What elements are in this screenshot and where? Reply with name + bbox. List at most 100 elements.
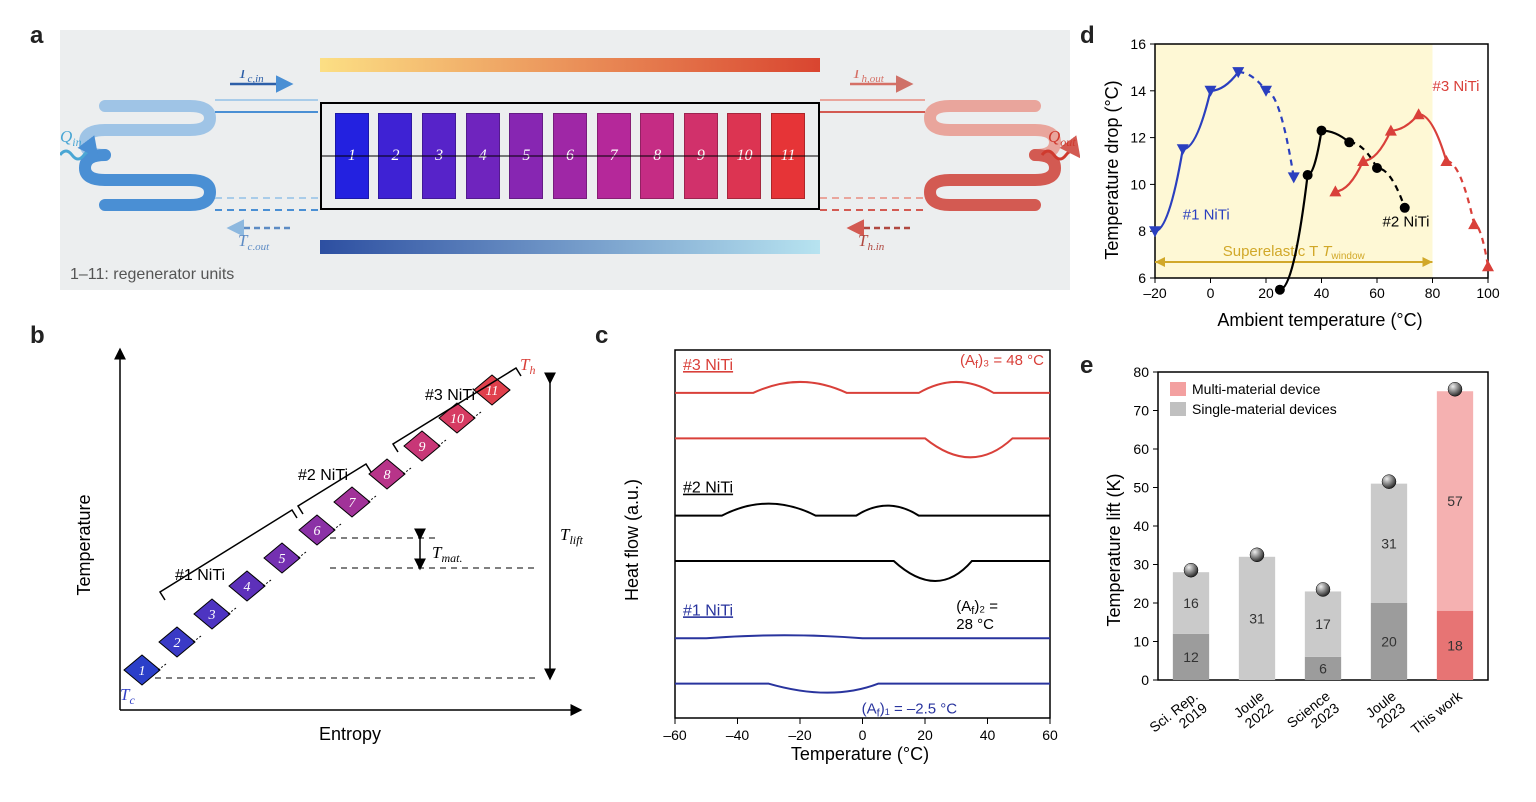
panel-a-label: a	[30, 22, 43, 50]
svg-text:Joule2023: Joule2023	[1363, 688, 1409, 733]
svg-text:–20: –20	[788, 727, 812, 743]
svg-text:30: 30	[1133, 557, 1149, 573]
svg-text:20: 20	[1133, 595, 1149, 611]
svg-text:Joule2022: Joule2022	[1231, 688, 1277, 733]
svg-text:1: 1	[139, 664, 146, 679]
hot-side-pipes: Qout Th,out Th,in	[820, 70, 1080, 250]
svg-text:50: 50	[1133, 480, 1149, 496]
svg-text:12: 12	[1183, 649, 1199, 665]
svg-text:8: 8	[1138, 223, 1146, 239]
svg-text:20: 20	[1258, 285, 1274, 301]
svg-text:100: 100	[1476, 285, 1500, 301]
regen-centerline	[320, 102, 820, 210]
svg-text:–60: –60	[663, 727, 687, 743]
panel-b-label: b	[30, 322, 45, 350]
svg-text:7: 7	[349, 496, 357, 511]
svg-text:60: 60	[1369, 285, 1385, 301]
svg-text:Th: Th	[520, 355, 535, 377]
tlift-sub: lift	[569, 533, 583, 547]
svg-text:57: 57	[1447, 493, 1463, 509]
panel-c-xlabel: Temperature (°C)	[791, 744, 929, 764]
svg-text:Multi-material device: Multi-material device	[1192, 381, 1321, 397]
panel-b-ts-diagram: Temperature Entropy Tc 1234567891011 #1 …	[60, 330, 600, 770]
svg-text:60: 60	[1133, 441, 1149, 457]
qout-t: Q	[1048, 127, 1060, 146]
svg-text:40: 40	[1133, 518, 1149, 534]
svg-text:8: 8	[384, 468, 391, 483]
svg-text:31: 31	[1381, 535, 1397, 551]
svg-text:40: 40	[1314, 285, 1330, 301]
panel-d-tempdrop-chart: –200204060801006810121416Superelastic T …	[1100, 30, 1500, 330]
svg-text:Tc: Tc	[120, 685, 135, 707]
svg-text:Tc,out: Tc,out	[238, 231, 270, 250]
svg-text:31: 31	[1249, 610, 1265, 626]
group3-label: #3 NiTi	[425, 387, 475, 404]
svg-text:(Af)₂ =: (Af)₂ =	[956, 598, 998, 617]
svg-text:80: 80	[1425, 285, 1441, 301]
panel-c-label: c	[595, 322, 608, 350]
svg-text:5: 5	[279, 552, 286, 567]
svg-text:20: 20	[917, 727, 933, 743]
panel-e-label: e	[1080, 352, 1093, 380]
svg-text:0: 0	[859, 727, 867, 743]
panel-d-xlabel: Ambient temperature (°C)	[1217, 310, 1422, 330]
svg-text:#3 NiTi: #3 NiTi	[1433, 78, 1480, 95]
svg-text:0: 0	[1141, 672, 1149, 688]
svg-text:10: 10	[1133, 634, 1149, 650]
panel-e-bar-chart: 01020304050607080Multi-material deviceSi…	[1100, 360, 1500, 770]
svg-text:12: 12	[1130, 130, 1146, 146]
svg-text:#2 NiTi: #2 NiTi	[683, 480, 733, 497]
svg-text:Tmat.: Tmat.	[432, 543, 462, 565]
svg-text:#3 NiTi: #3 NiTi	[683, 357, 733, 374]
panel-a-footnote: 1–11: regenerator units	[70, 266, 234, 284]
svg-text:(Af)₃ = 48 °C: (Af)₃ = 48 °C	[960, 352, 1044, 371]
svg-text:4: 4	[244, 580, 251, 595]
svg-text:2: 2	[174, 636, 181, 651]
svg-text:16: 16	[1183, 595, 1199, 611]
thin-sub: h,in	[867, 241, 884, 250]
tc-sub: c	[129, 693, 135, 707]
svg-text:0: 0	[1207, 285, 1215, 301]
svg-text:3: 3	[208, 608, 216, 623]
svg-text:#2 NiTi: #2 NiTi	[1383, 214, 1430, 231]
svg-text:20: 20	[1381, 634, 1397, 650]
svg-text:40: 40	[980, 727, 996, 743]
panel-b-ylabel: Temperature	[74, 494, 94, 595]
qin-sub: in	[72, 135, 81, 149]
svg-text:10: 10	[450, 412, 464, 427]
svg-text:Tlift: Tlift	[560, 525, 583, 547]
th-sub: h	[529, 363, 535, 377]
svg-text:Sci. Rep.2019: Sci. Rep.2019	[1146, 688, 1210, 748]
panel-d-label: d	[1080, 22, 1095, 50]
top-gradient-bar	[320, 58, 820, 72]
svg-text:Qout: Qout	[1048, 127, 1076, 149]
panel-b-xlabel: Entropy	[319, 724, 381, 744]
svg-text:Qin: Qin	[60, 127, 82, 149]
tmat-sub: mat.	[441, 551, 462, 565]
thout-sub: h,out	[861, 73, 884, 85]
qout-sub: out	[1060, 135, 1076, 149]
panel-d-ylabel: Temperature drop (°C)	[1102, 80, 1122, 259]
svg-text:10: 10	[1130, 176, 1146, 192]
group1-label: #1 NiTi	[175, 567, 225, 584]
panel-c-dsc-chart: –60–40–200204060 Heat flow (a.u.) Temper…	[620, 330, 1060, 770]
svg-text:This work: This work	[1408, 687, 1466, 737]
svg-text:16: 16	[1130, 36, 1146, 52]
group2-label: #2 NiTi	[298, 467, 348, 484]
svg-text:–20: –20	[1143, 285, 1167, 301]
cold-side-pipes: Qin Tc,in Tc,out	[60, 70, 320, 250]
svg-text:#1 NiTi: #1 NiTi	[1183, 207, 1230, 224]
panel-e-ylabel: Temperature lift (K)	[1104, 473, 1124, 626]
qin-label: Q	[60, 127, 72, 146]
svg-text:6: 6	[1138, 270, 1146, 286]
svg-text:18: 18	[1447, 637, 1463, 653]
svg-text:Th,in: Th,in	[858, 231, 885, 250]
svg-text:9: 9	[419, 440, 426, 455]
svg-text:(Af)₁ = –2.5 °C: (Af)₁ = –2.5 °C	[862, 701, 958, 720]
svg-text:28 °C: 28 °C	[956, 616, 994, 633]
svg-text:Science2023: Science2023	[1284, 688, 1343, 743]
svg-text:–40: –40	[726, 727, 750, 743]
svg-text:6: 6	[314, 524, 321, 539]
svg-text:17: 17	[1315, 616, 1331, 632]
tcout-sub: c,out	[247, 241, 270, 250]
